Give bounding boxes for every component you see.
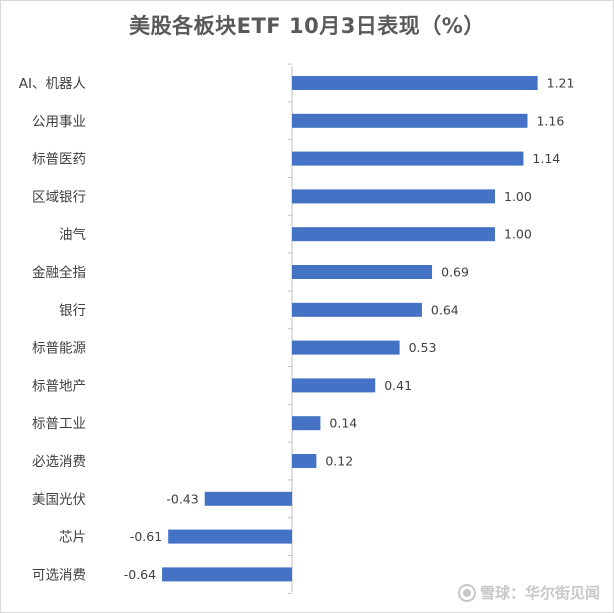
bar bbox=[292, 416, 321, 431]
bar bbox=[292, 189, 495, 204]
category-label: 芯片 bbox=[59, 530, 86, 546]
category-label: 标普能源 bbox=[32, 341, 86, 357]
data-label: 0.41 bbox=[384, 378, 412, 393]
category-label: 美国光伏 bbox=[32, 492, 86, 508]
category-label: 标普工业 bbox=[32, 416, 86, 432]
data-label: 1.21 bbox=[547, 76, 575, 91]
bar bbox=[204, 491, 292, 506]
data-label: 0.64 bbox=[431, 302, 459, 317]
watermark: 雪球：华尔街见闻 bbox=[457, 582, 600, 603]
bar bbox=[292, 302, 422, 317]
bar bbox=[292, 378, 376, 393]
data-label: 0.69 bbox=[441, 265, 469, 280]
bar bbox=[292, 454, 317, 468]
data-label: 1.00 bbox=[504, 227, 532, 242]
category-label: 公用事业 bbox=[32, 114, 86, 130]
category-label: 标普医药 bbox=[32, 152, 86, 168]
data-label: 0.12 bbox=[325, 454, 353, 469]
bar bbox=[168, 529, 292, 544]
bar bbox=[292, 265, 433, 279]
data-label: 1.14 bbox=[532, 151, 560, 166]
bar bbox=[292, 113, 528, 128]
data-label: 1.00 bbox=[504, 189, 532, 204]
category-label: 金融全指 bbox=[32, 264, 86, 281]
data-label: -0.64 bbox=[124, 567, 156, 582]
chart-title: 美股各板块ETF 10月3日表现（%） bbox=[129, 14, 485, 38]
category-label: 标普地产 bbox=[32, 378, 86, 394]
data-label: 0.53 bbox=[409, 340, 437, 355]
data-label: -0.61 bbox=[130, 529, 162, 544]
data-label: 1.16 bbox=[536, 113, 564, 128]
category-label: 可选消费 bbox=[32, 567, 86, 583]
watermark-text: 雪球：华尔街见闻 bbox=[479, 584, 600, 602]
data-label: -0.43 bbox=[166, 491, 198, 506]
category-label: 银行 bbox=[59, 303, 86, 319]
snowball-logo-icon bbox=[457, 583, 476, 602]
category-label: AI、机器人 bbox=[19, 76, 87, 92]
category-label: 油气 bbox=[59, 227, 86, 243]
category-label: 必选消费 bbox=[32, 454, 86, 470]
data-label: 0.14 bbox=[329, 416, 357, 431]
bar bbox=[162, 567, 292, 582]
category-label: 区域银行 bbox=[32, 189, 86, 205]
bar bbox=[292, 340, 400, 355]
bar bbox=[292, 151, 524, 166]
bar bbox=[292, 76, 538, 90]
bar bbox=[292, 227, 495, 242]
